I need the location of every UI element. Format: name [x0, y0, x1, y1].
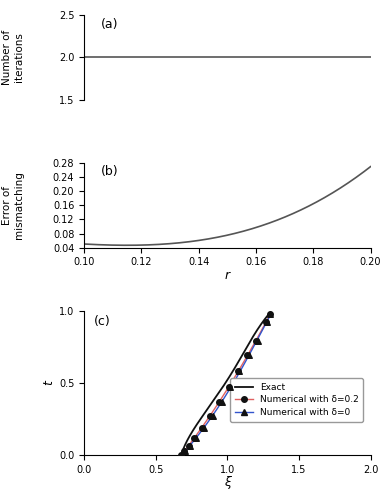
Point — [227, 383, 233, 391]
Point — [187, 442, 193, 450]
Text: (c): (c) — [94, 315, 111, 328]
Point — [226, 383, 232, 391]
X-axis label: r: r — [225, 269, 230, 282]
Y-axis label: t: t — [42, 380, 55, 385]
Point — [178, 451, 185, 459]
Point — [207, 412, 213, 420]
Point — [246, 352, 252, 360]
Point — [181, 448, 188, 456]
Point — [178, 451, 185, 459]
Point — [191, 434, 197, 442]
Point — [236, 367, 243, 375]
Point — [255, 337, 261, 345]
Point — [199, 424, 205, 432]
Y-axis label: Error of
mismatching: Error of mismatching — [2, 172, 24, 239]
Point — [210, 412, 216, 420]
Point — [253, 337, 259, 345]
Point — [267, 310, 274, 318]
Point — [182, 448, 188, 456]
Point — [186, 442, 192, 450]
Point — [235, 367, 241, 375]
Point — [193, 434, 199, 442]
Point — [267, 310, 274, 318]
Point — [201, 424, 207, 432]
Point — [263, 318, 269, 326]
X-axis label: ξ: ξ — [224, 476, 231, 489]
Legend: Exact, Numerical with δ=0.2, Numerical with δ=0: Exact, Numerical with δ=0.2, Numerical w… — [230, 378, 363, 422]
Text: (a): (a) — [101, 18, 119, 32]
Point — [216, 398, 222, 406]
Point — [264, 318, 270, 326]
Point — [219, 398, 225, 406]
Y-axis label: Number of
iterations: Number of iterations — [2, 30, 24, 85]
Text: (b): (b) — [101, 166, 119, 178]
Point — [244, 352, 251, 360]
